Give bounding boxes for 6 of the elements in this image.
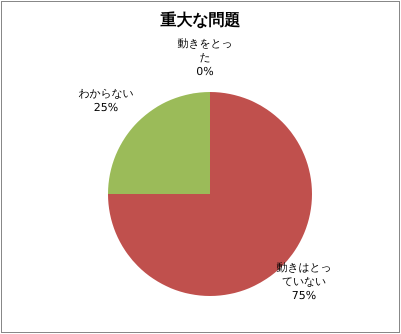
text: 0% (196, 65, 214, 78)
data-label: 25% (92, 101, 120, 116)
slice-label: わからない (78, 87, 134, 102)
category-label: 動きをとった (178, 37, 232, 64)
data-label: 75% (290, 288, 318, 303)
chart-title: 重大な問題 (160, 10, 242, 31)
